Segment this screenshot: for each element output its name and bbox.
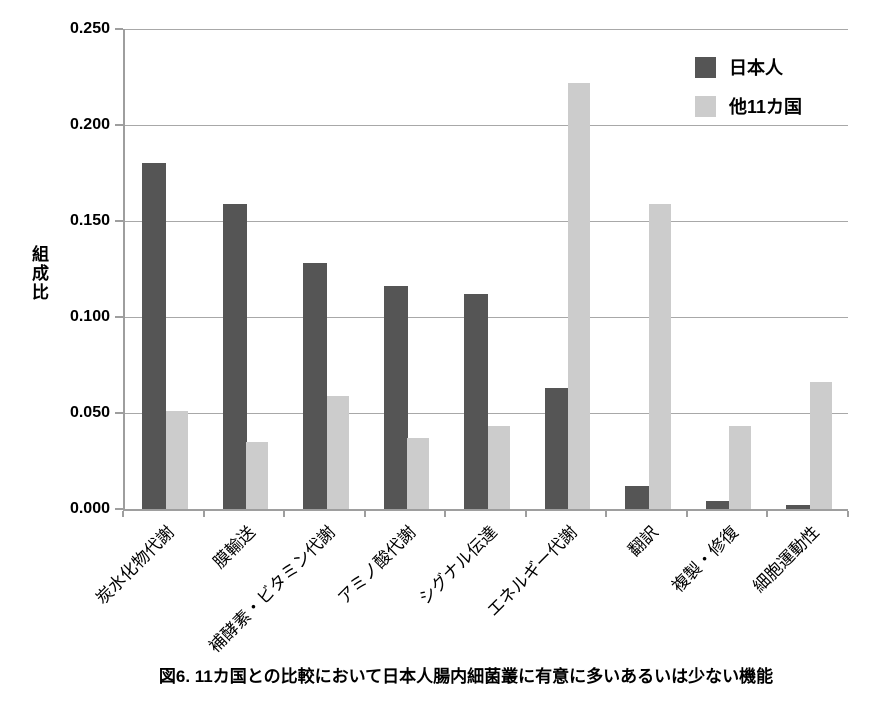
y-axis-line (123, 29, 125, 509)
legend-item-other-11-countries: 他11カ国 (695, 93, 802, 119)
plot-area (115, 28, 849, 517)
bar-series-1-cat-5 (568, 82, 591, 509)
gridline (123, 220, 848, 222)
bar-series-1-cat-7 (729, 426, 752, 509)
bar-series-0-cat-5 (544, 388, 569, 509)
bar-series-1-cat-4 (487, 426, 510, 509)
x-axis-tick (766, 511, 769, 517)
x-axis-tick (202, 511, 205, 517)
bar-series-0-cat-4 (464, 293, 489, 509)
legend-swatch-japanese-icon (695, 56, 716, 78)
bar-series-0-cat-7 (705, 501, 730, 509)
x-axis-tick (363, 511, 366, 517)
x-axis-line (123, 509, 848, 511)
y-axis-tick (115, 412, 123, 414)
x-axis-tick (847, 511, 849, 517)
bar-series-1-cat-0 (165, 411, 188, 509)
x-axis-label: 細胞運動性 (749, 522, 823, 597)
x-axis-label: 翻訳 (624, 522, 662, 561)
x-axis-tick (122, 511, 124, 517)
y-axis-tick (115, 220, 123, 222)
y-axis-title: 組成比 (29, 245, 48, 302)
legend-item-japanese: 日本人 (695, 54, 802, 80)
bar-series-1-cat-3 (407, 437, 430, 509)
y-tick-label: 0.200 (69, 116, 110, 133)
bar-series-0-cat-8 (786, 505, 811, 509)
bar-series-0-cat-1 (222, 203, 247, 509)
bar-series-0-cat-3 (383, 286, 408, 509)
bar-series-1-cat-6 (648, 203, 671, 509)
y-axis-tick (115, 316, 123, 318)
figure-caption: 図6. 11カ国との比較において日本人腸内細菌叢に有意に多いあるいは少ない機能 (158, 667, 774, 686)
x-axis-tick (605, 511, 608, 517)
gridline (123, 28, 848, 30)
y-axis-tick (115, 124, 123, 126)
gridline (123, 124, 848, 126)
bar-series-0-cat-6 (625, 485, 650, 509)
bar-series-0-cat-0 (142, 163, 166, 509)
bar-series-0-cat-2 (303, 263, 328, 509)
y-axis-tick (115, 508, 123, 510)
y-tick-label: 0.050 (69, 404, 110, 421)
y-tick-label: 0.000 (69, 500, 110, 517)
y-axis-tick (115, 28, 123, 30)
x-axis-label: 膜輸送 (209, 522, 259, 573)
x-axis-tick (444, 511, 447, 517)
x-axis-label: アミノ酸代謝 (334, 522, 420, 608)
x-axis-label: 炭水化物代謝 (92, 522, 179, 609)
legend-swatch-other-11-countries-icon (695, 95, 716, 117)
bar-series-1-cat-2 (326, 395, 349, 509)
x-axis-tick (685, 511, 688, 517)
bar-series-1-cat-8 (809, 382, 832, 509)
legend: 日本人 他11カ国 (695, 54, 802, 132)
y-tick-label: 0.100 (69, 308, 110, 325)
y-tick-label: 0.150 (69, 212, 110, 229)
x-axis-tick (283, 511, 286, 517)
x-axis-tick (524, 511, 527, 517)
legend-label-japanese: 日本人 (729, 58, 783, 78)
bar-series-1-cat-1 (246, 441, 269, 509)
y-tick-label: 0.250 (69, 20, 110, 37)
legend-label-other-11-countries: 他11カ国 (729, 97, 803, 117)
x-axis-label: 複製・修復 (668, 522, 743, 597)
